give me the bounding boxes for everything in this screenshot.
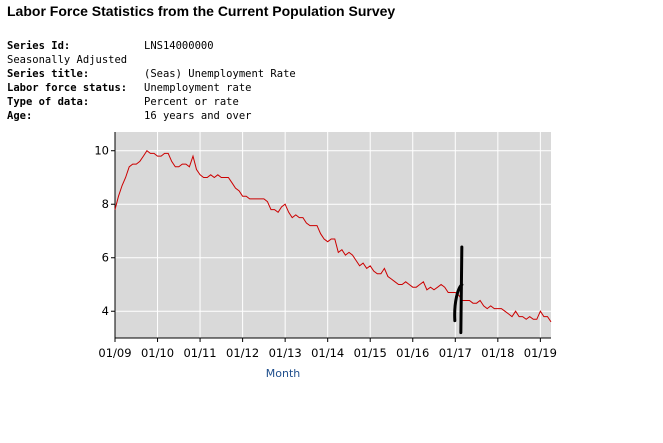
age-label: Age: (7, 110, 33, 122)
y-tick-label: 10 (94, 144, 109, 158)
x-tick-label: 01/17 (439, 346, 472, 360)
x-axis-label: Month (266, 367, 301, 380)
x-tick-label: 01/16 (396, 346, 429, 360)
page-title: Labor Force Statistics from the Current … (7, 3, 396, 19)
x-tick-label: 01/19 (524, 346, 557, 360)
age-value: 16 years and over (144, 110, 252, 122)
series-line (114, 149, 552, 323)
x-tick-label: 01/18 (481, 346, 514, 360)
x-tick-label: 01/10 (141, 346, 174, 360)
x-tick-label: 01/09 (98, 346, 131, 360)
series-title-value: (Seas) Unemployment Rate (144, 68, 296, 80)
seasonal-row: Seasonally Adjusted (7, 53, 296, 67)
series-id-value: LNS14000000 (144, 40, 214, 52)
annotation-mark (453, 245, 464, 335)
data-type-label: Type of data: (7, 96, 90, 108)
lf-status-row: Labor force status: Unemployment rate (7, 81, 296, 95)
y-tick-label: 6 (102, 251, 109, 265)
x-tick-label: 01/11 (183, 346, 216, 360)
x-tick-label: 01/12 (226, 346, 259, 360)
x-tick-label: 01/15 (354, 346, 387, 360)
plot-area (115, 132, 551, 338)
series-title-row: Series title: (Seas) Unemployment Rate (7, 67, 296, 81)
seasonal-text: Seasonally Adjusted (7, 54, 128, 66)
x-tick-label: 01/14 (311, 346, 344, 360)
lf-status-label: Labor force status: (7, 82, 128, 94)
y-tick-label: 4 (102, 304, 109, 318)
series-title-label: Series title: (7, 68, 90, 80)
x-tick-label: 01/13 (269, 346, 302, 360)
series-info: Series Id: LNS14000000 Seasonally Adjuste… (7, 39, 296, 123)
series-id-label: Series Id: (7, 40, 71, 52)
age-row: Age: 16 years and over (7, 109, 296, 123)
data-type-row: Type of data: Percent or rate (7, 95, 296, 109)
y-tick-label: 8 (102, 197, 109, 211)
series-id-row: Series Id: LNS14000000 (7, 39, 296, 53)
lf-status-value: Unemployment rate (144, 82, 252, 94)
data-type-value: Percent or rate (144, 96, 239, 108)
